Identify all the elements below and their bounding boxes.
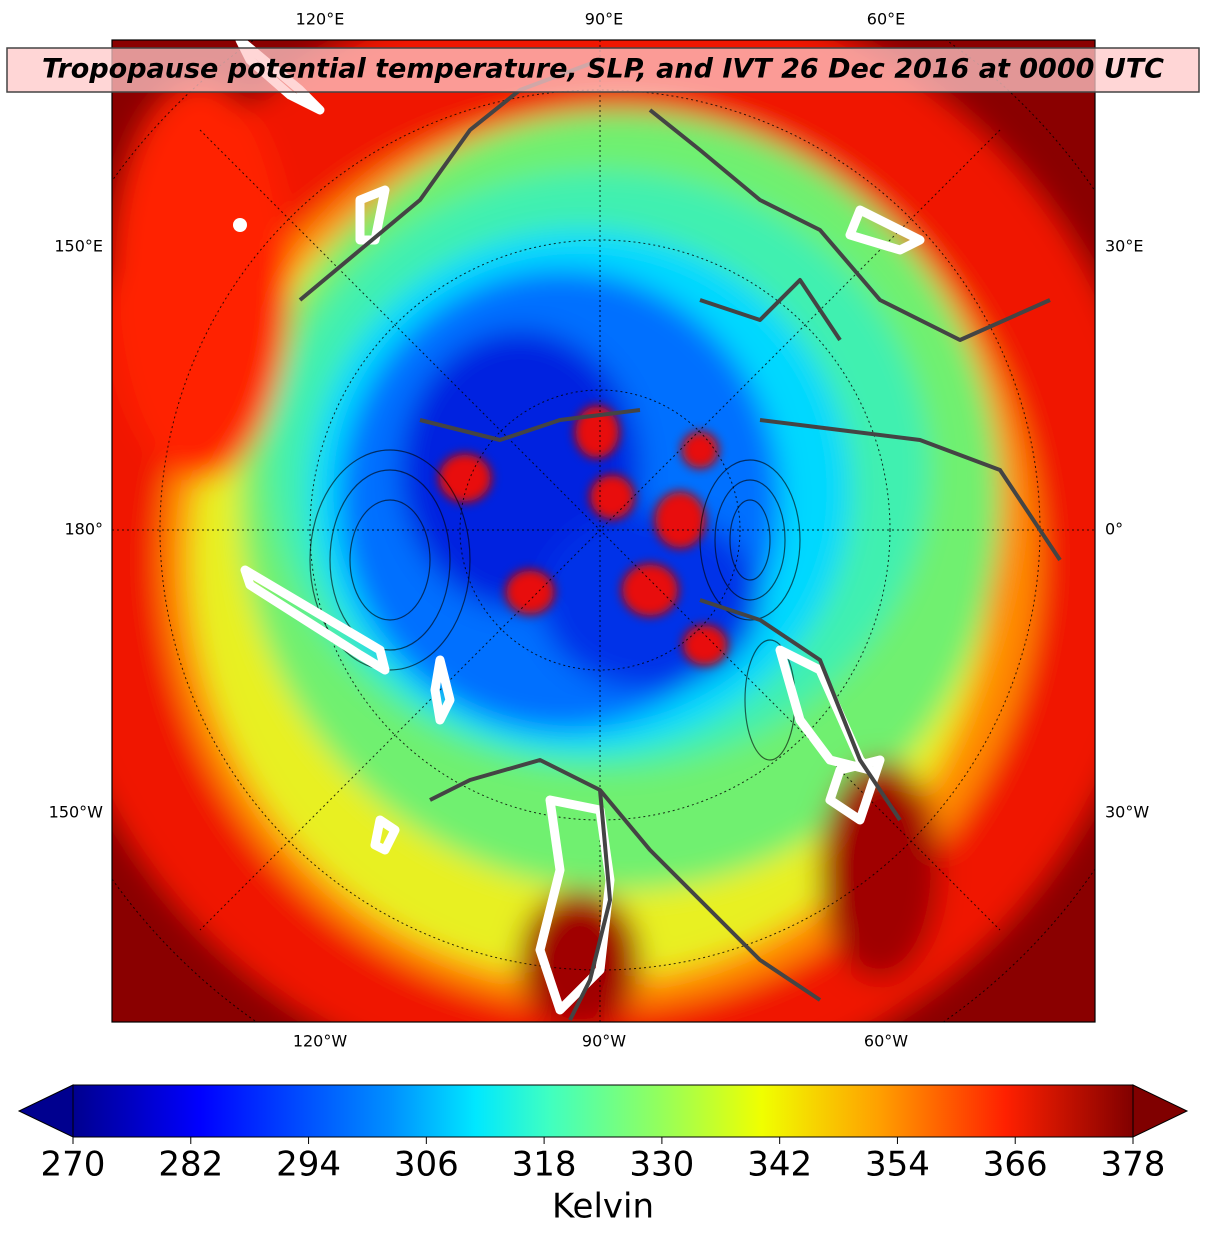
lon-label: 90°W xyxy=(582,1032,626,1051)
colorbar-extend-high xyxy=(1132,1084,1189,1138)
lon-label: 90°E xyxy=(585,10,623,29)
lon-label: 180° xyxy=(64,520,103,539)
lon-label: 30°E xyxy=(1105,237,1143,256)
colorbar-tick-label: 330 xyxy=(629,1145,694,1185)
lon-label: 0° xyxy=(1105,520,1123,539)
colorbar-tick-label: 318 xyxy=(512,1145,577,1185)
colorbar-tick-label: 306 xyxy=(394,1145,459,1185)
lon-label: 30°W xyxy=(1105,803,1149,822)
colorbar-tick-label: 366 xyxy=(983,1145,1048,1185)
map-field xyxy=(112,40,1095,1022)
colorbar-tick-label: 270 xyxy=(41,1145,106,1185)
colorbar-tick-label: 378 xyxy=(1101,1145,1166,1185)
lon-label: 150°W xyxy=(49,803,104,822)
colorbar xyxy=(72,1084,1134,1138)
lon-label: 60°E xyxy=(867,10,905,29)
lon-label: 120°E xyxy=(296,10,345,29)
colorbar-tick-label: 282 xyxy=(158,1145,223,1185)
colorbar-tick-label: 294 xyxy=(276,1145,341,1185)
colorbar-extend-low xyxy=(17,1084,74,1138)
map-title: Tropopause potential temperature, SLP, a… xyxy=(42,54,1164,85)
colorbar-label: Kelvin xyxy=(552,1187,654,1227)
map-frame xyxy=(111,39,1096,1023)
lon-label: 60°W xyxy=(864,1032,908,1051)
title-box xyxy=(6,47,1200,93)
colorbar-tick-label: 354 xyxy=(865,1145,930,1185)
lon-label: 150°E xyxy=(54,237,103,256)
lon-label: 120°W xyxy=(293,1032,348,1051)
colorbar-tick-label: 342 xyxy=(747,1145,812,1185)
